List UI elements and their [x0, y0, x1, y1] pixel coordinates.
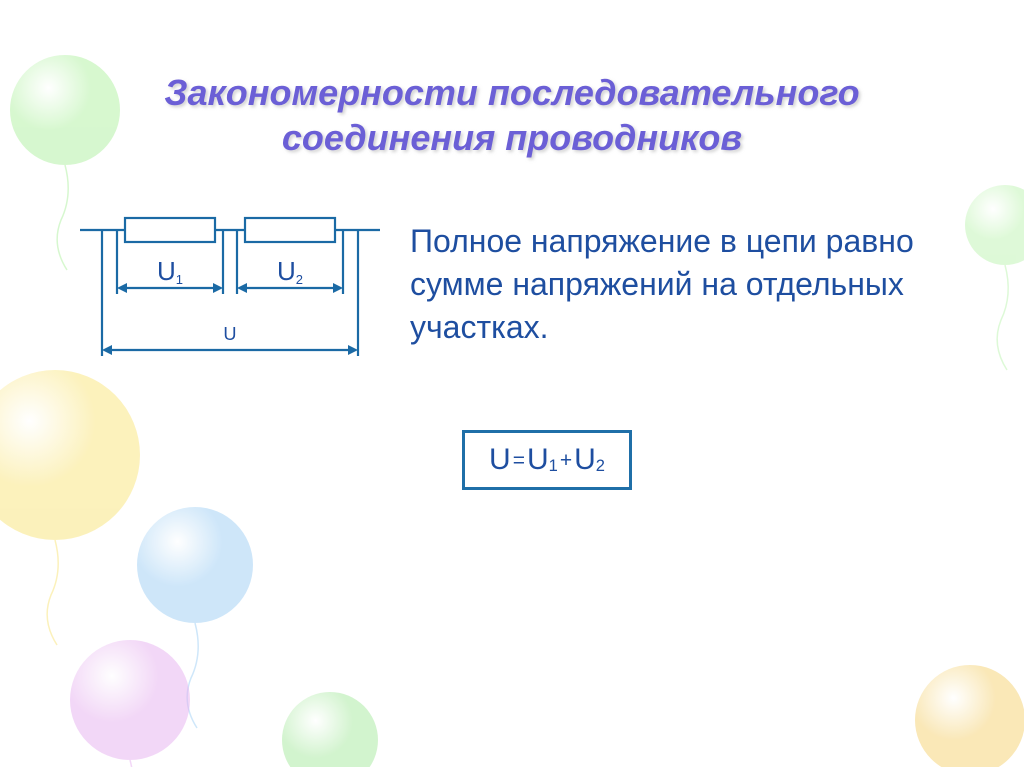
formula-eq: = [511, 449, 527, 472]
slide-content: Закономерности последовательного соедине… [0, 0, 1024, 490]
formula-sub1: 1 [549, 457, 558, 475]
description-text: Полное напряжение в цепи равно сумме нап… [410, 210, 964, 350]
svg-text:U2: U2 [277, 256, 303, 287]
formula-u: U [489, 443, 511, 476]
formula-box: U=U1+U2 [462, 430, 632, 490]
formula-u2: U [574, 443, 596, 476]
circuit-diagram: U1 U2 U [80, 210, 380, 390]
formula-sub2: 2 [596, 457, 605, 475]
svg-text:U: U [223, 324, 236, 344]
title-line-2: соединения проводников [282, 117, 742, 158]
svg-text:U1: U1 [157, 256, 183, 287]
slide-title: Закономерности последовательного соедине… [60, 70, 964, 160]
formula-u1: U [527, 443, 549, 476]
title-line-1: Закономерности последовательного [164, 72, 859, 113]
main-row: U1 U2 U Полное напряжение в цепи равно сум… [60, 210, 964, 390]
formula-plus: + [558, 449, 574, 472]
